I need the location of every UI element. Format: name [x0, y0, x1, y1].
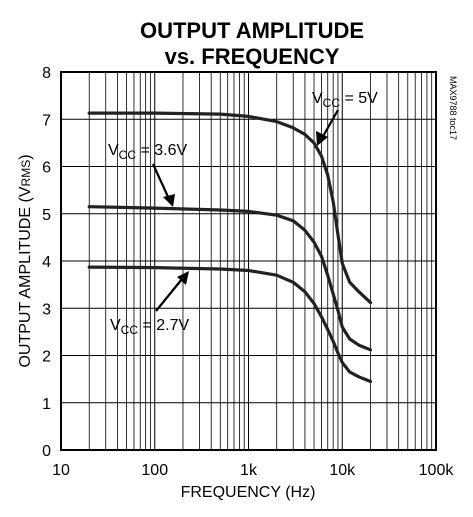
x-axis-label: FREQUENCY (Hz) — [181, 484, 316, 501]
series-arrowhead-2v7 — [177, 271, 189, 285]
y-tick-label: 2 — [42, 349, 51, 366]
series-label-3v6-main: V — [108, 142, 119, 159]
series-label-2v7: VCC = 2.7V — [110, 271, 189, 337]
x-tick-label: 10 — [52, 462, 70, 479]
y-tick-label: 7 — [42, 112, 51, 129]
series-arrowhead-3v6 — [163, 194, 175, 207]
chart-title-line2: vs. FREQUENCY — [165, 44, 340, 69]
y-tick-label: 6 — [42, 160, 51, 177]
x-tick-labels: 10 100 1k 10k 100k — [52, 462, 454, 479]
y-tick-labels: 0 1 2 3 4 5 6 7 8 — [42, 65, 51, 460]
chart-title-line1: OUTPUT AMPLITUDE — [140, 18, 364, 43]
x-tick-label: 100 — [141, 462, 168, 479]
series-arrow-2v7 — [155, 278, 183, 312]
x-tick-label: 100k — [419, 462, 455, 479]
svg-text:VCC = 3.6V: VCC = 3.6V — [108, 142, 187, 162]
series-label-5v: VCC = 5V — [312, 90, 378, 146]
y-axis-label-main: OUTPUT AMPLITUDE (V — [17, 186, 34, 367]
series-line-2v7 — [87, 265, 373, 384]
y-axis-label: OUTPUT AMPLITUDE (VRMS) — [17, 154, 34, 367]
grid — [60, 71, 436, 451]
watermark: MAX9788 toc17 — [448, 76, 458, 140]
x-tick-label: 1k — [240, 462, 258, 479]
series-label-5v-main: V — [312, 90, 323, 107]
series-arrow-3v6 — [151, 163, 171, 200]
series-curves — [87, 111, 373, 384]
series-label-2v7-rest: = 2.7V — [138, 317, 189, 334]
y-tick-label: 3 — [42, 301, 51, 318]
x-tick-label: 10k — [329, 462, 356, 479]
svg-text:VCC = 5V: VCC = 5V — [312, 90, 378, 110]
y-tick-label: 8 — [42, 65, 51, 82]
y-axis-label-sub: RMS — [19, 160, 33, 187]
series-label-5v-sub: CC — [323, 96, 341, 110]
series-label-2v7-main: V — [110, 317, 121, 334]
y-tick-label: 0 — [42, 443, 51, 460]
y-axis-label-close: ) — [17, 154, 34, 159]
series-arrow-5v — [321, 109, 339, 139]
plot-frame — [60, 71, 437, 451]
y-tick-label: 4 — [42, 254, 51, 271]
y-tick-label: 5 — [42, 207, 51, 224]
series-label-5v-rest: = 5V — [340, 90, 378, 107]
series-label-3v6-rest: = 3.6V — [136, 142, 187, 159]
series-label-2v7-sub: CC — [121, 323, 139, 337]
series-line-5v — [87, 111, 373, 305]
series-line-3v6 — [87, 205, 373, 352]
series-arrowhead-5v — [316, 131, 328, 146]
svg-text:VCC = 2.7V: VCC = 2.7V — [110, 317, 189, 337]
y-tick-label: 1 — [42, 396, 51, 413]
series-label-3v6-sub: CC — [119, 148, 137, 162]
series-label-3v6: VCC = 3.6V — [108, 142, 187, 207]
